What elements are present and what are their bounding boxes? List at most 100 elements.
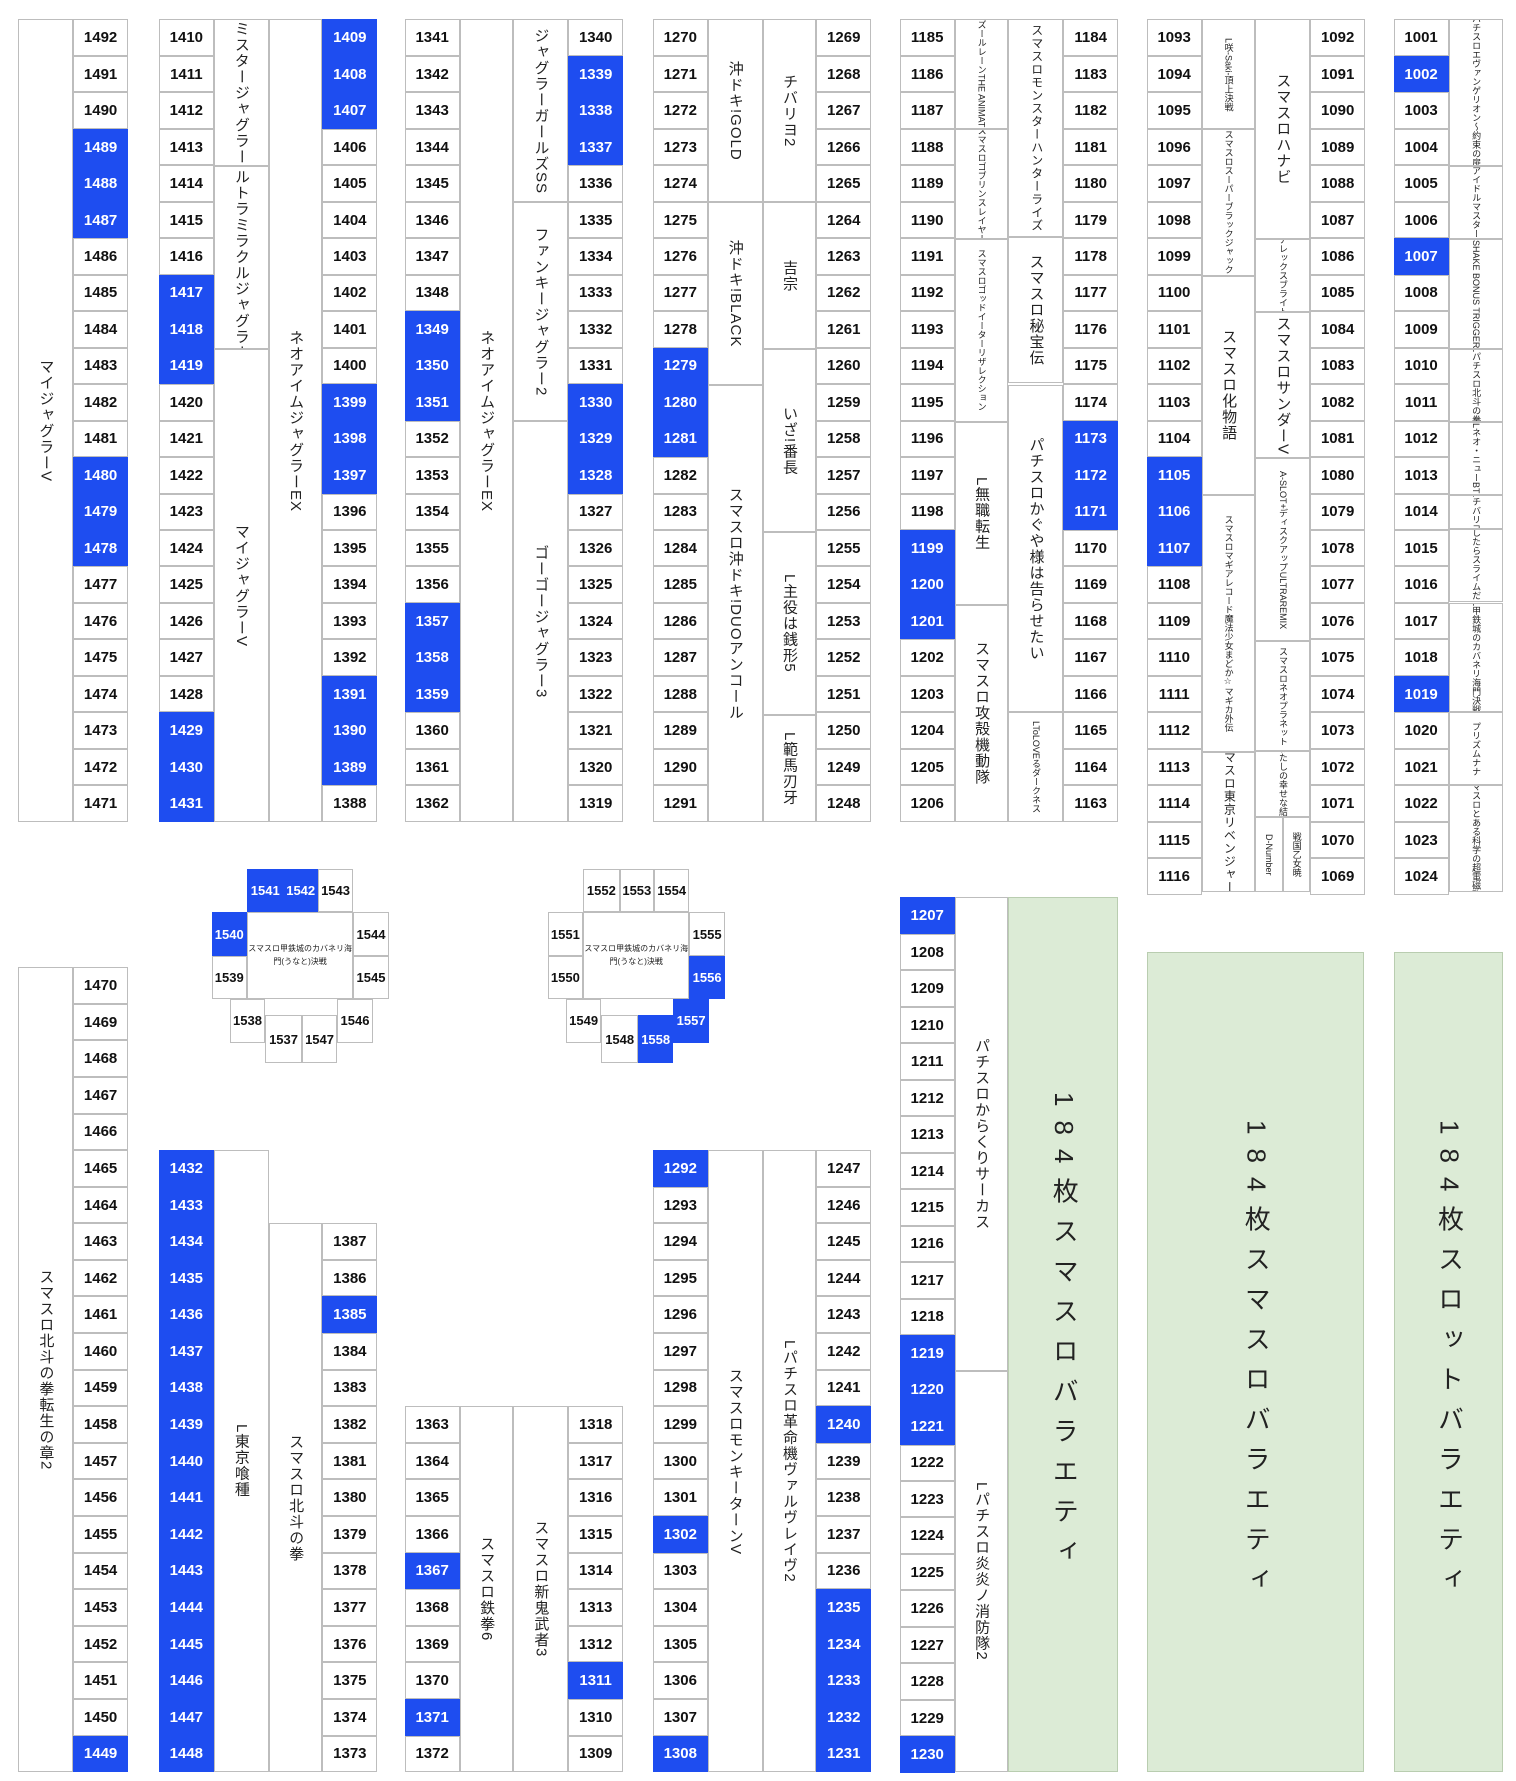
- machine-1552[interactable]: 1552: [583, 868, 620, 913]
- machine-1554[interactable]: 1554: [653, 868, 690, 913]
- machine-1381[interactable]: 1381: [322, 1442, 378, 1480]
- machine-1366[interactable]: 1366: [404, 1516, 460, 1553]
- machine-1403[interactable]: 1403: [322, 238, 378, 275]
- machine-1355[interactable]: 1355: [404, 530, 460, 567]
- machine-1238[interactable]: 1238: [816, 1479, 872, 1516]
- machine-1073[interactable]: 1073: [1310, 712, 1366, 749]
- machine-1545[interactable]: 1545: [353, 955, 389, 1000]
- machine-1389[interactable]: 1389: [322, 748, 378, 786]
- machine-1397[interactable]: 1397: [322, 457, 378, 494]
- machine-1344[interactable]: 1344: [404, 128, 460, 166]
- machine-1180[interactable]: 1180: [1063, 165, 1119, 202]
- machine-1293[interactable]: 1293: [652, 1186, 708, 1224]
- machine-1282[interactable]: 1282: [652, 457, 708, 494]
- machine-1362[interactable]: 1362: [404, 785, 460, 822]
- machine-1083[interactable]: 1083: [1310, 347, 1366, 385]
- machine-1426[interactable]: 1426: [158, 602, 214, 640]
- machine-1287[interactable]: 1287: [652, 639, 708, 676]
- machine-1557[interactable]: 1557: [673, 999, 709, 1043]
- machine-1391[interactable]: 1391: [322, 675, 378, 713]
- machine-1373[interactable]: 1373: [322, 1735, 378, 1773]
- machine-1199[interactable]: 1199: [899, 530, 955, 567]
- machine-1360[interactable]: 1360: [404, 712, 460, 749]
- machine-1312[interactable]: 1312: [568, 1625, 624, 1663]
- machine-1320[interactable]: 1320: [568, 748, 624, 786]
- machine-1217[interactable]: 1217: [899, 1262, 955, 1299]
- machine-1413[interactable]: 1413: [158, 128, 214, 166]
- machine-1412[interactable]: 1412: [158, 92, 214, 129]
- machine-1383[interactable]: 1383: [322, 1369, 378, 1407]
- machine-1223[interactable]: 1223: [899, 1481, 955, 1518]
- machine-1350[interactable]: 1350: [404, 347, 460, 385]
- machine-1553[interactable]: 1553: [619, 868, 654, 913]
- machine-1354[interactable]: 1354: [404, 493, 460, 531]
- machine-1202[interactable]: 1202: [899, 639, 955, 676]
- machine-1272[interactable]: 1272: [652, 92, 708, 129]
- machine-1263[interactable]: 1263: [816, 238, 872, 275]
- machine-1363[interactable]: 1363: [404, 1406, 460, 1443]
- machine-1102[interactable]: 1102: [1146, 347, 1202, 385]
- machine-1435[interactable]: 1435: [158, 1259, 214, 1297]
- machine-1488[interactable]: 1488: [73, 165, 129, 202]
- machine-1414[interactable]: 1414: [158, 165, 214, 202]
- machine-1231[interactable]: 1231: [816, 1735, 872, 1773]
- machine-1490[interactable]: 1490: [73, 92, 129, 129]
- machine-1485[interactable]: 1485: [73, 274, 129, 312]
- machine-1400[interactable]: 1400: [322, 347, 378, 385]
- machine-1220[interactable]: 1220: [899, 1371, 955, 1409]
- machine-1260[interactable]: 1260: [816, 347, 872, 385]
- machine-1194[interactable]: 1194: [899, 347, 955, 385]
- machine-1296[interactable]: 1296: [652, 1296, 708, 1334]
- machine-1229[interactable]: 1229: [899, 1699, 955, 1737]
- machine-1540[interactable]: 1540: [211, 912, 247, 956]
- machine-1475[interactable]: 1475: [73, 639, 129, 676]
- machine-1016[interactable]: 1016: [1393, 566, 1449, 603]
- machine-1386[interactable]: 1386: [322, 1259, 378, 1297]
- machine-1104[interactable]: 1104: [1146, 420, 1202, 458]
- machine-1276[interactable]: 1276: [652, 238, 708, 275]
- machine-1548[interactable]: 1548: [601, 1015, 638, 1064]
- machine-1454[interactable]: 1454: [73, 1552, 129, 1590]
- machine-1262[interactable]: 1262: [816, 274, 872, 312]
- machine-1492[interactable]: 1492: [73, 19, 129, 56]
- machine-1097[interactable]: 1097: [1146, 165, 1202, 202]
- machine-1001[interactable]: 1001: [1393, 19, 1449, 56]
- machine-1556[interactable]: 1556: [689, 955, 725, 1000]
- machine-1012[interactable]: 1012: [1393, 420, 1449, 458]
- machine-1107[interactable]: 1107: [1146, 530, 1202, 567]
- machine-1173[interactable]: 1173: [1063, 420, 1119, 458]
- machine-1404[interactable]: 1404: [322, 201, 378, 239]
- machine-1315[interactable]: 1315: [568, 1516, 624, 1553]
- machine-1079[interactable]: 1079: [1310, 493, 1366, 531]
- machine-1235[interactable]: 1235: [816, 1589, 872, 1626]
- machine-1200[interactable]: 1200: [899, 566, 955, 603]
- machine-1075[interactable]: 1075: [1310, 639, 1366, 676]
- machine-1463[interactable]: 1463: [73, 1223, 129, 1260]
- machine-1084[interactable]: 1084: [1310, 311, 1366, 348]
- machine-1297[interactable]: 1297: [652, 1333, 708, 1370]
- machine-1289[interactable]: 1289: [652, 712, 708, 749]
- machine-1356[interactable]: 1356: [404, 566, 460, 603]
- machine-1541[interactable]: 1541: [246, 868, 284, 913]
- machine-1338[interactable]: 1338: [568, 92, 624, 129]
- machine-1433[interactable]: 1433: [158, 1186, 214, 1224]
- machine-1088[interactable]: 1088: [1310, 165, 1366, 202]
- machine-1317[interactable]: 1317: [568, 1442, 624, 1480]
- machine-1359[interactable]: 1359: [404, 675, 460, 713]
- machine-1251[interactable]: 1251: [816, 675, 872, 713]
- machine-1213[interactable]: 1213: [899, 1116, 955, 1153]
- machine-1384[interactable]: 1384: [322, 1333, 378, 1370]
- machine-1258[interactable]: 1258: [816, 420, 872, 458]
- machine-1169[interactable]: 1169: [1063, 566, 1119, 603]
- machine-1185[interactable]: 1185: [899, 19, 955, 56]
- machine-1410[interactable]: 1410: [158, 19, 214, 56]
- machine-1376[interactable]: 1376: [322, 1625, 378, 1663]
- machine-1082[interactable]: 1082: [1310, 384, 1366, 421]
- machine-1371[interactable]: 1371: [404, 1698, 460, 1736]
- machine-1004[interactable]: 1004: [1393, 128, 1449, 166]
- machine-1010[interactable]: 1010: [1393, 347, 1449, 385]
- machine-1163[interactable]: 1163: [1063, 785, 1119, 822]
- machine-1316[interactable]: 1316: [568, 1479, 624, 1516]
- machine-1416[interactable]: 1416: [158, 238, 214, 275]
- machine-1071[interactable]: 1071: [1310, 785, 1366, 822]
